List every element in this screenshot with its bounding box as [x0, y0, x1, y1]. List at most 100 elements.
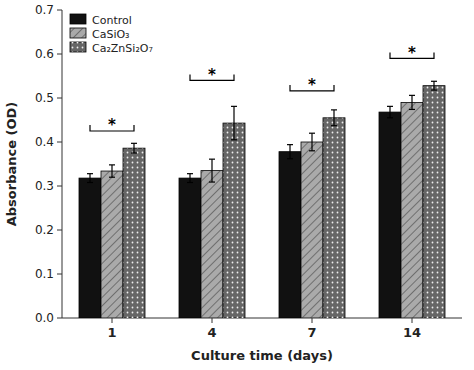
axes: 0.00.10.20.30.40.50.60.714714 — [35, 3, 462, 340]
bar — [379, 112, 401, 318]
error-cap — [287, 144, 293, 145]
error-bar — [431, 81, 437, 90]
y-tick-label: 0.7 — [35, 3, 54, 17]
bar-hatch — [123, 148, 145, 318]
error-cap — [109, 164, 115, 165]
x-tick — [412, 318, 413, 323]
error-line — [133, 143, 134, 153]
error-cap — [387, 117, 393, 118]
legend-label: Control — [92, 14, 132, 27]
error-cap — [231, 106, 237, 107]
y-axis-title: Absorbance (OD) — [4, 102, 19, 227]
bar — [179, 178, 201, 318]
y-tick — [57, 230, 62, 231]
bar-hatch — [301, 142, 323, 318]
error-cap — [431, 89, 437, 90]
y-axis-line — [62, 10, 63, 318]
error-bar — [131, 143, 137, 153]
error-cap — [409, 95, 415, 96]
error-line — [111, 165, 112, 177]
error-line — [411, 95, 412, 109]
x-tick-label: 7 — [307, 325, 316, 340]
error-cap — [131, 152, 137, 153]
error-cap — [309, 150, 315, 151]
bar — [201, 171, 223, 318]
error-line — [433, 81, 434, 90]
y-tick-label: 0.2 — [35, 223, 54, 237]
legend-swatch — [70, 14, 86, 24]
error-line — [289, 145, 290, 159]
error-line — [311, 133, 312, 151]
x-tick — [312, 318, 313, 323]
significance-star: * — [108, 116, 116, 134]
error-bar — [331, 110, 337, 126]
error-line — [333, 110, 334, 126]
legend-swatch-hatch — [70, 28, 86, 38]
bar — [423, 86, 445, 318]
bar — [279, 152, 301, 318]
bar — [79, 178, 101, 318]
error-cap — [331, 109, 337, 110]
y-tick — [57, 318, 62, 319]
significance-star: * — [408, 44, 416, 62]
y-tick — [57, 98, 62, 99]
error-cap — [87, 182, 93, 183]
y-tick-label: 0.4 — [35, 135, 54, 149]
y-tick — [57, 186, 62, 187]
legend-label: Ca₂ZnSi₂O₇ — [92, 42, 153, 55]
bar-hatch — [201, 171, 223, 318]
error-cap — [209, 181, 215, 182]
error-cap — [187, 173, 193, 174]
error-bar — [187, 174, 193, 183]
bar-hatch — [223, 123, 245, 318]
significance-star: * — [208, 66, 216, 84]
error-cap — [309, 133, 315, 134]
y-tick-label: 0.5 — [35, 91, 54, 105]
bar — [301, 142, 323, 318]
y-tick-label: 0.0 — [35, 311, 54, 325]
error-bar — [209, 159, 215, 182]
error-bar — [309, 133, 315, 151]
chart: 0.00.10.20.30.40.50.60.714714Culture tim… — [0, 0, 474, 370]
x-tick-label: 14 — [403, 325, 421, 340]
error-line — [233, 106, 234, 139]
x-tick-label: 1 — [107, 325, 116, 340]
error-line — [211, 159, 212, 182]
error-cap — [87, 173, 93, 174]
x-tick — [212, 318, 213, 323]
x-tick — [112, 318, 113, 323]
error-cap — [231, 139, 237, 140]
y-tick-label: 0.1 — [35, 267, 54, 281]
bar — [401, 102, 423, 318]
error-bar — [387, 106, 393, 117]
error-cap — [131, 143, 137, 144]
error-bar — [109, 165, 115, 177]
error-cap — [387, 106, 393, 107]
y-tick-label: 0.3 — [35, 179, 54, 193]
bars — [79, 81, 445, 318]
annotations: * * * * — [90, 44, 434, 135]
error-cap — [431, 81, 437, 82]
error-cap — [109, 177, 115, 178]
y-tick — [57, 10, 62, 11]
bar-hatch — [423, 86, 445, 318]
significance-star: * — [308, 76, 316, 94]
error-bar — [287, 145, 293, 159]
x-tick-label: 4 — [207, 325, 216, 340]
y-tick — [57, 54, 62, 55]
error-cap — [287, 158, 293, 159]
error-cap — [187, 182, 193, 183]
error-bar — [409, 95, 415, 109]
legend-swatch — [70, 42, 86, 52]
legend-swatch — [70, 28, 86, 38]
error-bar — [231, 106, 237, 139]
legend-label: CaSiO₃ — [92, 28, 130, 41]
y-tick-label: 0.6 — [35, 47, 54, 61]
legend-swatch-hatch — [70, 42, 86, 52]
error-line — [189, 174, 190, 183]
bar — [223, 123, 245, 318]
bar — [101, 171, 123, 318]
x-axis-title: Culture time (days) — [191, 348, 333, 363]
bar-hatch — [401, 102, 423, 318]
error-cap — [331, 125, 337, 126]
